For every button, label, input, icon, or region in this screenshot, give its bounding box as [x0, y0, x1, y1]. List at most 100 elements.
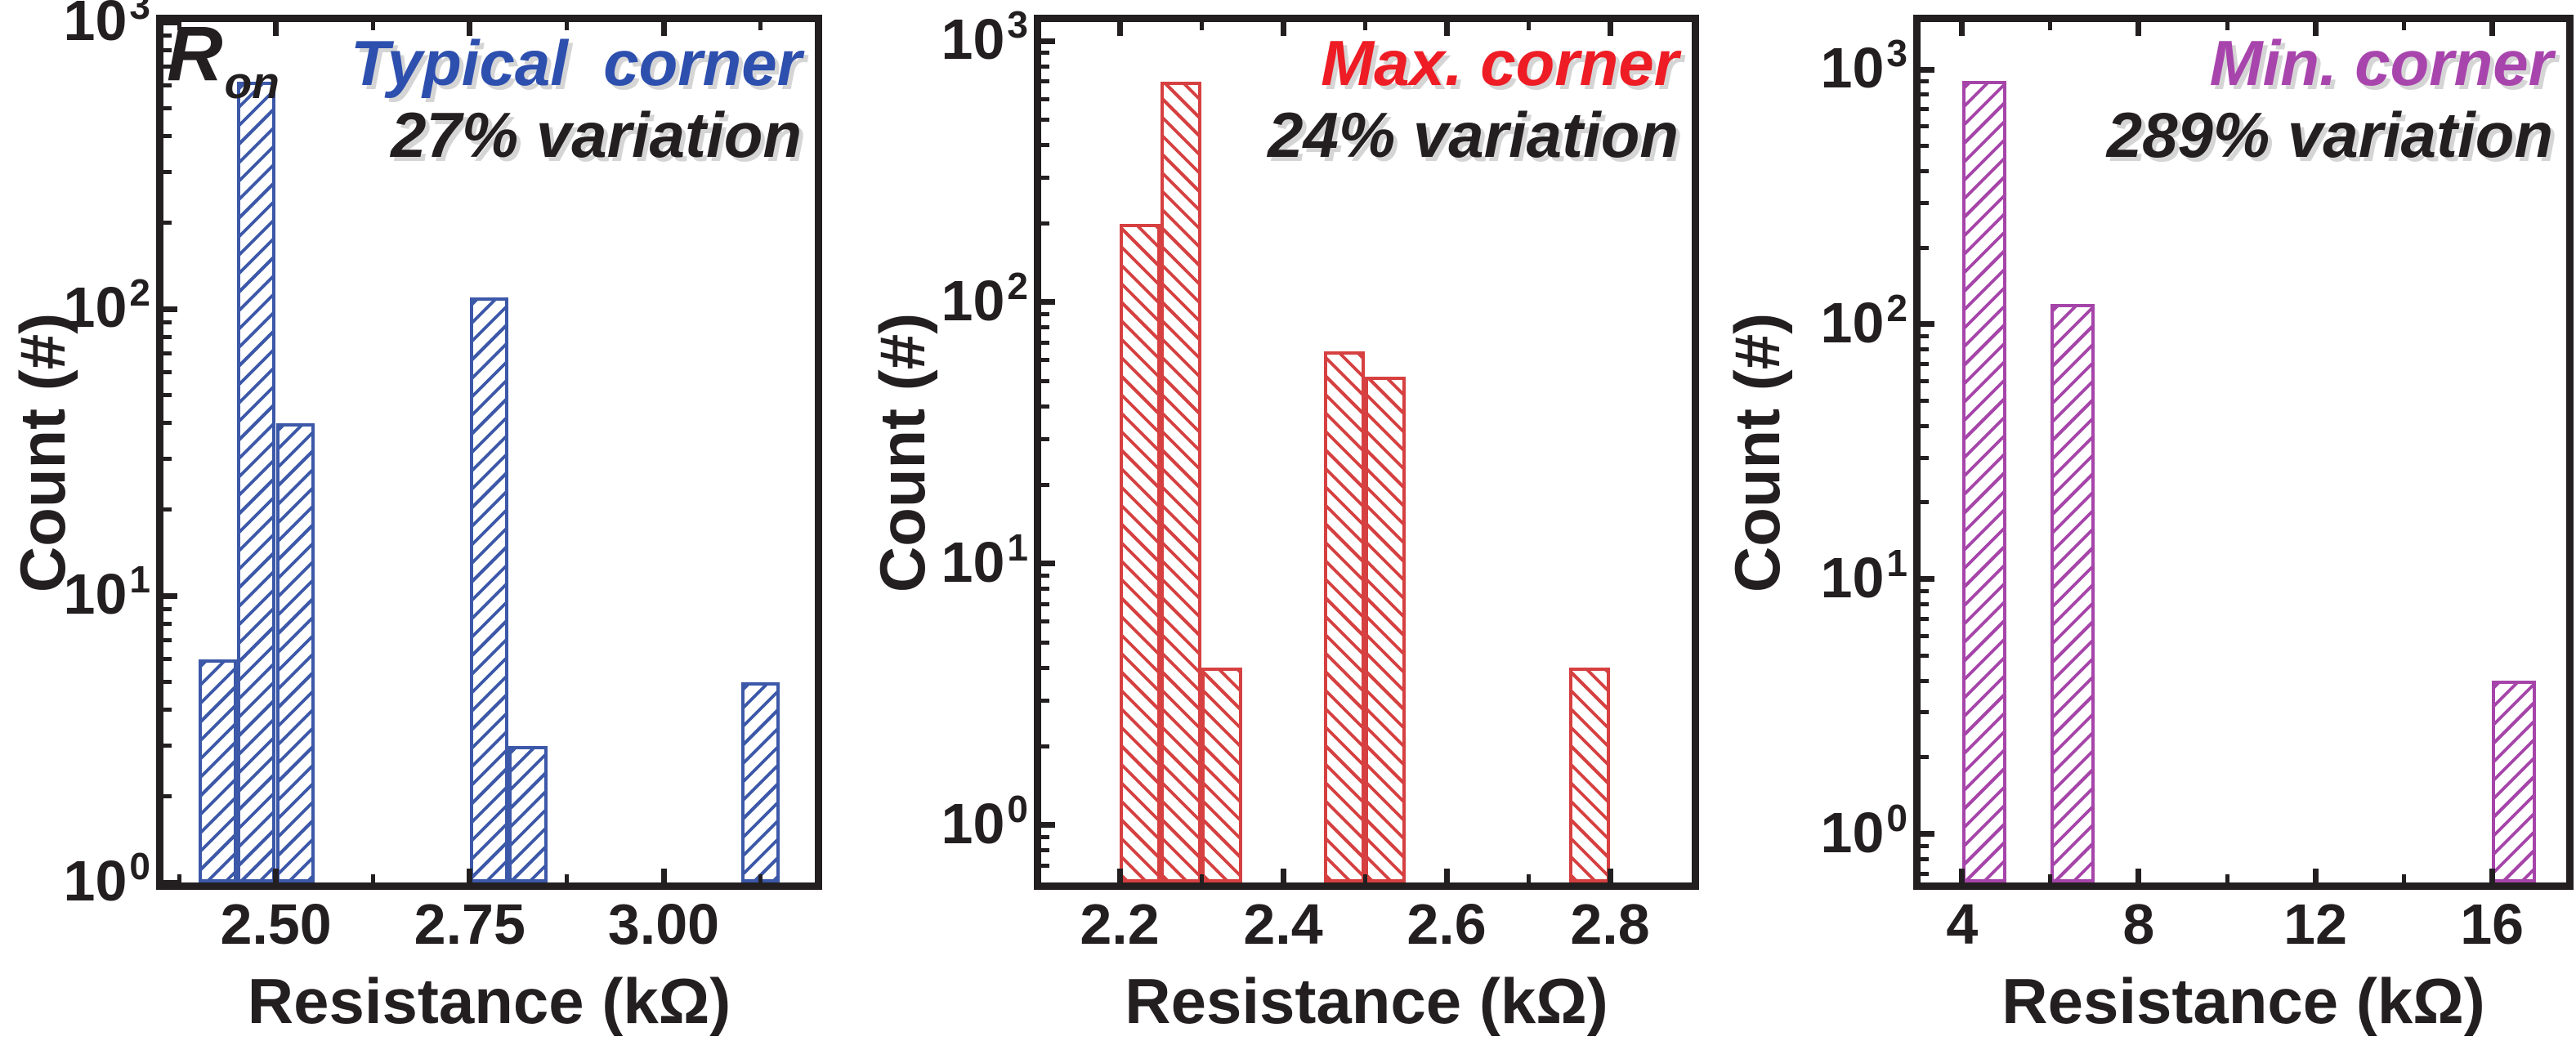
y-tick-label: 100 [1564, 797, 1907, 868]
y-tick-mantissa: 10 [941, 529, 1005, 594]
annotation-title: Max. corner [1321, 27, 1679, 99]
y-minor-tick [1921, 455, 1929, 460]
y-axis-title: Count (#) [1721, 312, 1793, 592]
ron-subscript: on [224, 57, 280, 108]
y-minor-tick [1921, 333, 1929, 338]
y-minor-tick [1921, 871, 1929, 876]
hist-bar [1365, 376, 1406, 882]
hist-bar [740, 681, 780, 882]
y-minor-tick [163, 621, 172, 626]
y-minor-tick [163, 334, 172, 339]
y-minor-tick [163, 319, 172, 324]
x-tick-label: 12 [2283, 892, 2348, 956]
x-tick [660, 869, 667, 882]
y-minor-tick [1041, 79, 1049, 84]
x-tick-label: 3.00 [607, 892, 720, 956]
y-tick-label: 103 [1564, 32, 1907, 103]
hist-bar [237, 81, 276, 882]
hist-bar [275, 422, 315, 882]
y-minor-tick [1041, 848, 1049, 853]
x-minor-tick [564, 874, 569, 882]
y-tick-exponent: 3 [1886, 32, 1907, 74]
y-minor-tick [1041, 404, 1049, 409]
y-tick-label: 101 [0, 558, 150, 629]
hist-bar [1120, 223, 1161, 882]
x-minor-tick [1526, 874, 1531, 882]
plot-frame-min: Min. corner 289% variation [1913, 15, 2574, 890]
y-minor-tick [1921, 78, 1929, 83]
x-minor-tick-top [564, 22, 569, 30]
y-tick-mantissa: 10 [941, 268, 1005, 333]
y-minor-tick [1921, 106, 1929, 111]
x-tick-label: 4 [1946, 892, 1979, 956]
x-tick-top [2135, 22, 2142, 36]
y-minor-tick [1041, 436, 1049, 441]
x-tick [1280, 869, 1286, 882]
x-tick [1607, 869, 1613, 882]
x-tick-top [1443, 22, 1450, 36]
x-minor-tick [177, 874, 181, 882]
y-minor-tick [163, 457, 172, 461]
y-minor-tick [1921, 144, 1929, 149]
x-minor-tick [1199, 874, 1204, 882]
hist-bar [2050, 304, 2095, 882]
y-minor-tick [163, 83, 172, 88]
y-tick-mantissa: 10 [1820, 290, 1885, 355]
y-tick [163, 592, 177, 599]
y-minor-tick [163, 744, 172, 748]
y-minor-tick [163, 106, 172, 111]
hist-bar [1324, 351, 1365, 882]
y-tick-exponent: 2 [129, 271, 150, 314]
y-axis-title: Count (#) [7, 312, 78, 592]
y-tick-mantissa: 10 [1820, 36, 1885, 100]
ron-base: R [167, 11, 223, 97]
corner-annotation: Typical corner 27% variation [351, 27, 802, 171]
x-axis-title: Resistance (kΩ) [247, 965, 731, 1037]
x-tick-top [273, 22, 280, 36]
y-tick-label: 101 [685, 526, 1028, 597]
ron-label: Ron [167, 16, 280, 109]
annotation-title: Typical corner [351, 27, 802, 99]
y-minor-tick [1041, 587, 1049, 592]
hist-bar [1201, 668, 1242, 882]
y-minor-tick [1921, 168, 1929, 173]
x-axis-title: Resistance (kΩ) [1125, 965, 1608, 1037]
x-tick-top [1280, 22, 1286, 36]
x-tick-top [1116, 22, 1123, 36]
x-minor-tick-top [1526, 22, 1531, 30]
x-tick-top [467, 22, 473, 36]
y-minor-tick [1041, 312, 1049, 316]
y-tick-exponent: 2 [1886, 286, 1907, 329]
y-tick-exponent: 0 [129, 845, 150, 887]
x-tick-label: 2.50 [220, 892, 332, 956]
y-tick-exponent: 3 [1007, 3, 1028, 46]
y-tick [1921, 576, 1934, 583]
y-axis-title: Count (#) [866, 312, 938, 592]
x-tick [1959, 869, 1966, 882]
y-minor-tick [1921, 399, 1929, 404]
y-minor-tick [163, 134, 172, 139]
x-minor-tick-top [758, 22, 763, 30]
x-tick [467, 869, 473, 882]
y-minor-tick [163, 170, 172, 174]
y-tick-mantissa: 10 [63, 562, 127, 626]
hist-bar [1569, 668, 1610, 882]
x-tick-label: 2.2 [1080, 892, 1160, 956]
y-minor-tick [1921, 601, 1929, 606]
y-minor-tick [163, 680, 172, 685]
y-tick [1041, 38, 1055, 44]
x-tick [1443, 869, 1450, 882]
x-minor-tick [2401, 874, 2406, 882]
y-tick-exponent: 1 [129, 558, 150, 601]
y-minor-tick [1041, 698, 1049, 703]
y-minor-tick [1921, 755, 1929, 760]
annotation-subtitle: 289% variation [2106, 99, 2553, 171]
y-minor-tick [1921, 200, 1929, 205]
y-minor-tick [163, 370, 172, 375]
x-minor-tick-top [2401, 22, 2406, 30]
x-minor-tick-top [370, 22, 375, 30]
x-minor-tick-top [2225, 22, 2229, 30]
y-minor-tick [1041, 221, 1049, 226]
y-minor-tick [163, 708, 172, 713]
